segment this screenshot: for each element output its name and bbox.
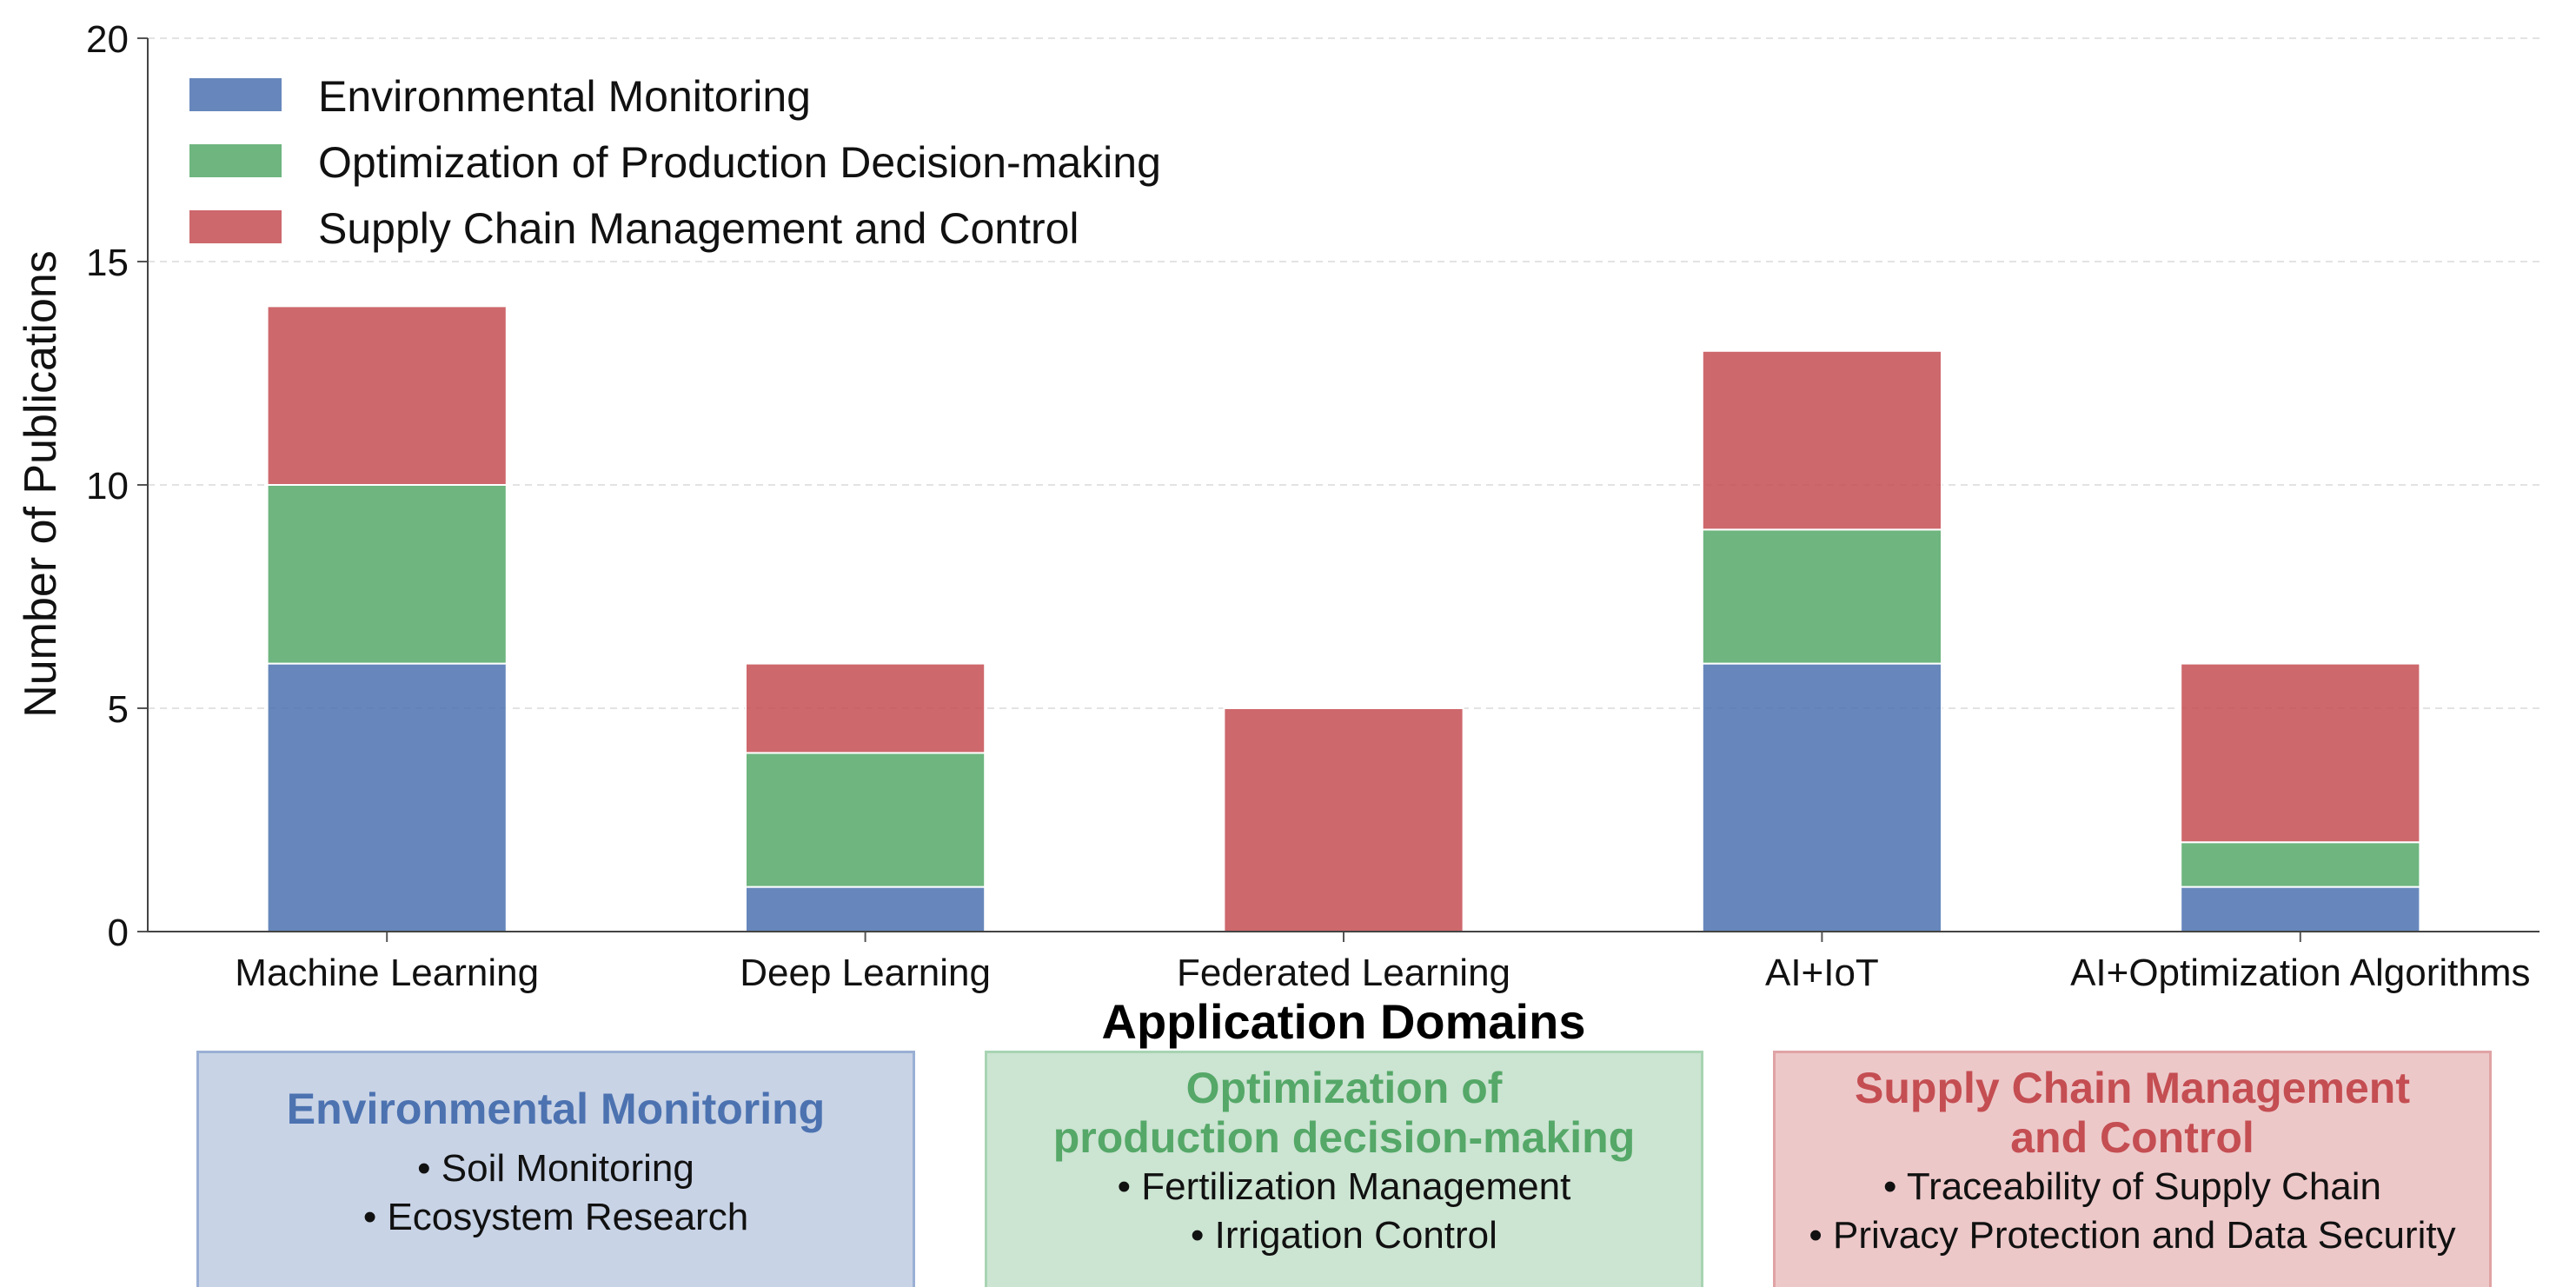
y-tick-label: 10 [86, 465, 129, 508]
y-tick-label: 20 [86, 18, 129, 61]
bar-segment [266, 484, 508, 665]
panel-item: • Privacy Protection and Data Security [1809, 1214, 2456, 1257]
bar-segment [1701, 662, 1943, 932]
x-tick-label: AI+IoT [1765, 952, 1879, 994]
panel-item: • Irrigation Control [1191, 1214, 1497, 1257]
bar-segment [1701, 349, 1943, 531]
y-axis-label: Number of Publications [16, 250, 66, 718]
bar-segment [745, 886, 986, 932]
bar-segment [1701, 528, 1943, 665]
bar-segment [2180, 886, 2421, 932]
legend: Environmental Monitoring Optimization of … [189, 72, 1161, 253]
y-tick-label: 15 [86, 242, 129, 284]
panel-item: • Traceability of Supply Chain [1882, 1165, 2382, 1208]
panel-items: • Fertilization Management • Irrigation … [987, 1163, 1701, 1260]
panel-title: Optimization of production decision-maki… [1052, 1064, 1636, 1162]
panel-title: Environmental Monitoring [286, 1085, 826, 1133]
panel-production-decision-making: Optimization of production decision-maki… [985, 1051, 1703, 1287]
panel-supply-chain-management: Supply Chain Management and Control • Tr… [1773, 1051, 2492, 1287]
panel-item: • Ecosystem Research [362, 1196, 749, 1238]
stacked-bar-chart: 0 5 10 15 20 Machine Learning Deep Learning Fed… [16, 18, 2539, 1049]
panel-items: • Soil Monitoring • Ecosystem Research [199, 1144, 913, 1242]
x-tick-label: Deep Learning [740, 952, 991, 994]
bar-segment [266, 662, 508, 932]
panel-environmental-monitoring: Environmental Monitoring • Soil Monitori… [196, 1051, 915, 1287]
legend-label: Optimization of Production Decision-maki… [318, 138, 1161, 187]
legend-swatch [189, 210, 282, 243]
bar-segment [266, 305, 508, 486]
axes: 0 5 10 15 20 Machine Learning Deep Learning Fed… [86, 18, 2539, 994]
bar-segment [745, 662, 986, 754]
legend-swatch [189, 78, 282, 111]
legend-label: Environmental Monitoring [318, 72, 811, 121]
panel-item: • Soil Monitoring [417, 1147, 694, 1190]
bar-segment [745, 752, 986, 888]
y-tick-label: 0 [108, 912, 129, 954]
panel-items: • Traceability of Supply Chain • Privacy… [1776, 1163, 2489, 1260]
bars [266, 305, 2421, 932]
x-tick-label: AI+Optimization Algorithms [2070, 952, 2530, 994]
x-axis-label: Application Domains [1102, 994, 1586, 1049]
x-tick-label: Machine Learning [235, 952, 539, 994]
bar-segment [1223, 707, 1464, 932]
y-tick-label: 5 [108, 688, 129, 731]
x-tick-label: Federated Learning [1177, 952, 1510, 994]
bar-segment [2180, 662, 2421, 844]
legend-label: Supply Chain Management and Control [318, 204, 1079, 253]
bar-segment [2180, 841, 2421, 888]
panel-title: Supply Chain Management and Control [1855, 1064, 2410, 1162]
panel-item: • Fertilization Management [1117, 1165, 1571, 1208]
legend-swatch [189, 144, 282, 177]
